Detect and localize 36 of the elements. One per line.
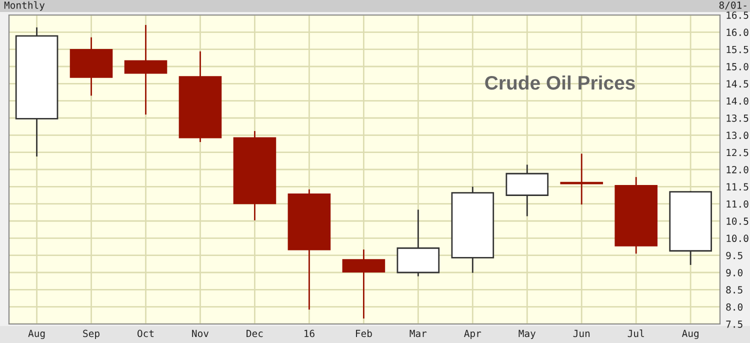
y-tick-label: 12.5: [726, 148, 748, 156]
x-tick-label: Aug: [682, 330, 698, 340]
y-tick-label: 14.5: [726, 80, 748, 88]
y-tick-label: 11.5: [726, 183, 748, 191]
y-tick-label: 15.0: [726, 63, 748, 70]
y-tick-label: 13.0: [726, 132, 748, 140]
x-tick-label: May: [518, 330, 536, 340]
y-tick-label: 14.0: [726, 97, 748, 105]
y-tick-label: 9.0: [726, 269, 742, 276]
x-tick-label: 16: [304, 330, 314, 338]
y-tick-label: 7.5: [726, 320, 742, 328]
y-tick-label: 16.0: [726, 28, 748, 36]
x-tick-label: Apr: [464, 330, 482, 340]
text: Crude Oil Prices: [485, 75, 635, 90]
x-tick-label: Aug: [28, 330, 45, 340]
y-tick-label: 8.5: [726, 286, 742, 294]
x-tick-label: Mar: [410, 330, 427, 338]
y-tick-label: 10.0: [726, 234, 748, 242]
y-tick-label: 12.0: [726, 166, 748, 174]
x-tick-label: Jun: [573, 330, 590, 338]
x-tick-label: Sep: [83, 330, 100, 340]
y-tick-label: 9.5: [726, 252, 742, 260]
y-tick-label: 11.0: [726, 200, 748, 208]
x-tick-label: Oct: [138, 330, 154, 338]
y-tick-label: 8.0: [726, 303, 742, 311]
x-tick-label: Feb: [356, 330, 372, 338]
y-tick-label: 16.5: [726, 12, 748, 19]
chart-subtitle: Monthly: [4, 1, 45, 11]
y-tick-label: 13.5: [726, 114, 748, 122]
y-tick-label: 15.5: [726, 46, 748, 54]
x-tick-label: Nov: [192, 330, 209, 338]
y-tick-label: 10.5: [726, 218, 748, 225]
text: 8/01-: [719, 1, 746, 10]
candlestick: [560, 153, 604, 206]
x-tick-label: Jul: [628, 330, 644, 338]
x-tick-label: Dec: [246, 330, 263, 338]
